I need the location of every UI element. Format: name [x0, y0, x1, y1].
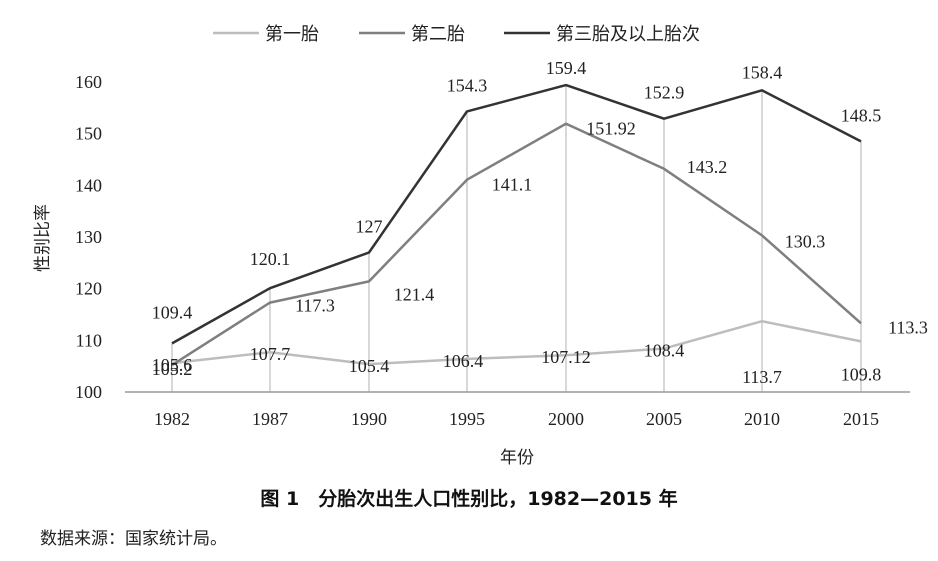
- x-tick-label: 2015: [843, 409, 879, 429]
- drop-lines: [171, 85, 862, 392]
- data-label: 158.4: [742, 62, 783, 82]
- data-label: 121.4: [394, 284, 435, 304]
- series-line: [171, 83, 862, 345]
- data-label: 151.92: [586, 119, 636, 139]
- data-label: 107.12: [541, 347, 591, 367]
- x-tick-label: 2000: [548, 409, 584, 429]
- data-label: 108.4: [644, 341, 685, 361]
- legend-label: 第二胎: [411, 24, 465, 45]
- data-label: 105.2: [152, 359, 193, 379]
- legend-label: 第一胎: [265, 24, 319, 45]
- data-label: 106.4: [443, 351, 484, 371]
- data-label: 152.9: [644, 83, 685, 103]
- data-label: 159.4: [546, 58, 587, 78]
- data-label: 109.4: [152, 302, 193, 322]
- figure-caption: 图 1 分胎次出生人口性别比，1982—2015 年: [260, 488, 678, 510]
- series-line: [171, 122, 862, 367]
- x-tick-label: 1990: [351, 409, 387, 429]
- y-tick-label: 150: [75, 124, 102, 144]
- y-tick-label: 140: [75, 175, 102, 195]
- x-tick-labels: 1982 1987 1990 1995 2000 2005 2010 2015: [154, 409, 879, 429]
- data-source-note: 数据来源：国家统计局。: [40, 529, 227, 549]
- y-tick-label: 100: [75, 382, 102, 402]
- x-axis-title: 年份: [500, 448, 534, 468]
- data-label: 105.4: [349, 356, 390, 376]
- data-label: 143.2: [687, 157, 728, 177]
- data-label: 109.8: [841, 364, 882, 384]
- x-tick-label: 2005: [646, 409, 682, 429]
- x-tick-label: 1982: [154, 409, 190, 429]
- y-axis-title: 性别比率: [33, 204, 53, 272]
- y-tick-label: 110: [76, 330, 102, 350]
- data-label: 117.3: [295, 296, 335, 316]
- data-label: 107.7: [250, 344, 291, 364]
- legend: 第一胎 第二胎 第三胎及以上胎次: [213, 24, 700, 45]
- data-label: 105.6: [152, 355, 193, 375]
- series-lines: [171, 83, 862, 367]
- data-label: 148.5: [841, 105, 882, 125]
- y-tick-label: 120: [75, 279, 102, 299]
- data-label: 113.7: [742, 367, 782, 387]
- data-label: 113.3: [888, 317, 928, 337]
- legend-label: 第三胎及以上胎次: [556, 24, 700, 45]
- data-label: 120.1: [250, 249, 291, 269]
- data-label: 130.3: [785, 231, 826, 251]
- data-label: 154.3: [447, 75, 488, 95]
- data-label: 141.1: [492, 175, 533, 195]
- x-tick-label: 1995: [449, 409, 485, 429]
- line-chart: 100 110 120 130 140 150 160 1982 1987 1990 1995 20…: [33, 24, 928, 468]
- y-tick-labels: 100 110 120 130 140 150 160: [75, 72, 102, 402]
- x-tick-label: 2010: [744, 409, 780, 429]
- x-tick-label: 1987: [252, 409, 288, 429]
- data-labels: 105.6 107.7 105.4 106.4 107.12 108.4 113.7 109.…: [152, 58, 928, 387]
- data-label: 127: [356, 217, 383, 237]
- y-tick-label: 130: [75, 227, 102, 247]
- series-line: [171, 319, 862, 366]
- y-tick-label: 160: [75, 72, 102, 92]
